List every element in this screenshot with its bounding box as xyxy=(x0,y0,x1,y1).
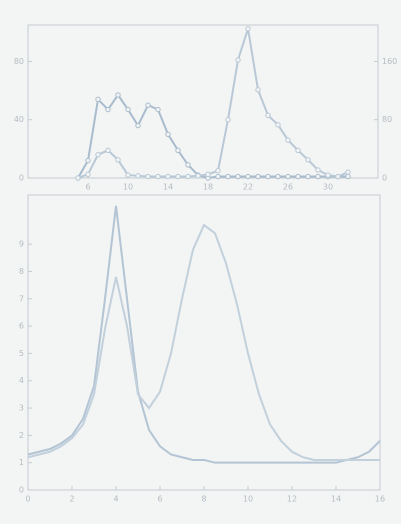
point xyxy=(215,168,221,174)
point xyxy=(155,173,161,180)
series-line xyxy=(77,28,349,179)
point xyxy=(95,151,101,158)
point xyxy=(225,173,231,180)
y-tick-label: 8 xyxy=(19,267,24,276)
y-tick-label: 2 xyxy=(19,431,24,440)
y-tick-label: 40 xyxy=(14,115,24,124)
y-tick-label: 5 xyxy=(19,349,24,358)
point xyxy=(205,171,211,178)
point xyxy=(175,147,181,154)
point xyxy=(305,157,311,163)
x-tick-label: 0 xyxy=(25,495,30,504)
point xyxy=(175,173,181,180)
point xyxy=(115,157,121,163)
point xyxy=(105,106,111,113)
point xyxy=(145,173,151,180)
y-tick-label: 7 xyxy=(19,294,24,303)
x-tick-label: 16 xyxy=(375,495,385,504)
point xyxy=(85,171,91,178)
point xyxy=(255,87,261,93)
y-tick-label: 9 xyxy=(19,240,24,249)
x-tick-label: 14 xyxy=(331,495,341,504)
point xyxy=(335,173,341,180)
x-tick-label: 6 xyxy=(157,495,162,504)
point xyxy=(235,173,241,180)
point xyxy=(285,173,291,180)
point xyxy=(95,96,101,103)
point xyxy=(235,57,241,63)
x-tick-label: 10 xyxy=(243,495,253,504)
y2-tick-label: 80 xyxy=(382,115,392,124)
x-tick-label: 6 xyxy=(85,183,90,192)
point xyxy=(255,173,261,180)
x-tick-label: 30 xyxy=(323,183,333,192)
x-tick-label: 8 xyxy=(201,495,206,504)
point xyxy=(135,173,141,179)
x-tick-label: 18 xyxy=(203,183,213,192)
point xyxy=(185,173,191,180)
x-tick-label: 22 xyxy=(243,183,253,192)
series-line xyxy=(77,93,348,180)
y-tick-label: 3 xyxy=(19,404,24,413)
y-tick-label: 6 xyxy=(19,322,24,331)
point xyxy=(185,162,191,168)
point xyxy=(245,25,251,32)
y-tick-label: 0 xyxy=(19,486,24,495)
point xyxy=(225,117,231,123)
point xyxy=(125,106,131,113)
point xyxy=(275,122,281,128)
point xyxy=(305,173,311,180)
point xyxy=(275,173,281,180)
point xyxy=(165,131,171,137)
point xyxy=(345,173,351,180)
y-tick-label: 0 xyxy=(19,174,24,183)
point xyxy=(315,167,321,173)
x-tick-label: 26 xyxy=(283,183,293,192)
y-tick-label: 1 xyxy=(19,458,24,467)
y2-tick-label: 160 xyxy=(382,57,397,66)
point xyxy=(75,175,81,181)
x-tick-label: 2 xyxy=(69,495,74,504)
point xyxy=(345,169,351,175)
point xyxy=(195,173,201,179)
point xyxy=(125,172,131,178)
point xyxy=(295,147,301,154)
series-line xyxy=(27,223,380,461)
point xyxy=(265,112,271,119)
point xyxy=(85,157,91,164)
x-tick-label: 4 xyxy=(113,495,118,504)
point xyxy=(315,173,321,180)
y2-tick-label: 0 xyxy=(382,174,387,183)
x-tick-label: 12 xyxy=(287,495,297,504)
x-tick-label: 10 xyxy=(123,183,133,192)
point xyxy=(285,137,291,143)
point xyxy=(115,92,121,98)
x-tick-label: 14 xyxy=(163,183,173,192)
point xyxy=(265,173,271,180)
point xyxy=(155,106,161,113)
point xyxy=(145,102,151,108)
point xyxy=(165,173,171,180)
point xyxy=(295,173,301,180)
point xyxy=(325,172,331,178)
plot-frame xyxy=(27,24,379,179)
y-tick-label: 80 xyxy=(14,57,24,66)
point xyxy=(215,173,221,180)
y-tick-label: 4 xyxy=(19,376,24,385)
point xyxy=(245,173,251,180)
point xyxy=(105,147,111,154)
series-line xyxy=(27,205,381,464)
point xyxy=(135,122,141,129)
